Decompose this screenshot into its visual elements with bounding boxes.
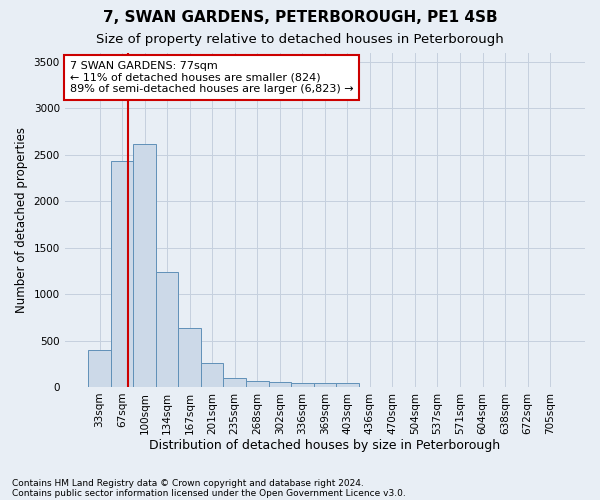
Y-axis label: Number of detached properties: Number of detached properties <box>15 126 28 312</box>
Bar <box>269 382 291 387</box>
Bar <box>88 350 111 387</box>
Bar <box>291 383 314 387</box>
Text: Size of property relative to detached houses in Peterborough: Size of property relative to detached ho… <box>96 32 504 46</box>
Bar <box>111 161 133 387</box>
Text: Contains HM Land Registry data © Crown copyright and database right 2024.: Contains HM Land Registry data © Crown c… <box>12 478 364 488</box>
Bar <box>133 144 156 387</box>
Bar <box>178 328 201 387</box>
Bar <box>223 378 246 387</box>
Text: 7 SWAN GARDENS: 77sqm
← 11% of detached houses are smaller (824)
89% of semi-det: 7 SWAN GARDENS: 77sqm ← 11% of detached … <box>70 61 353 94</box>
Bar <box>336 383 359 387</box>
Bar <box>156 272 178 387</box>
X-axis label: Distribution of detached houses by size in Peterborough: Distribution of detached houses by size … <box>149 440 500 452</box>
Text: Contains public sector information licensed under the Open Government Licence v3: Contains public sector information licen… <box>12 488 406 498</box>
Text: 7, SWAN GARDENS, PETERBOROUGH, PE1 4SB: 7, SWAN GARDENS, PETERBOROUGH, PE1 4SB <box>103 10 497 25</box>
Bar <box>201 363 223 387</box>
Bar <box>246 382 269 387</box>
Bar <box>314 383 336 387</box>
